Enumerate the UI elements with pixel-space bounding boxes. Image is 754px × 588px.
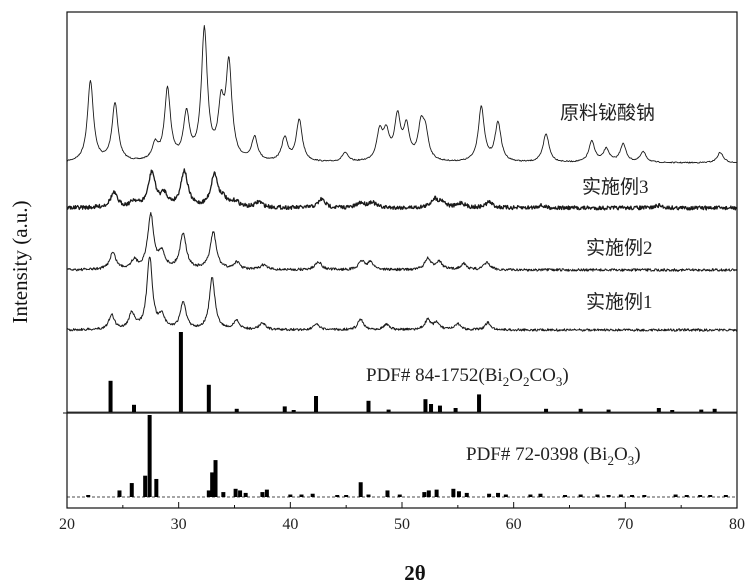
x-tick-label: 30 (171, 516, 187, 533)
stick-bi2o3 (221, 492, 225, 497)
stick-bi2o3 (708, 495, 712, 497)
reference-label-bi2o2co3: PDF# 84-1752(Bi2O2CO3) (366, 365, 569, 389)
y-axis-label: Intensity (a.u.) (8, 200, 32, 323)
stick-bi2o2co3 (423, 399, 427, 412)
stick-bi2o3 (685, 495, 689, 497)
x-tick-label: 40 (282, 516, 298, 533)
stick-bi2o3 (563, 495, 567, 497)
stick-bi2o2co3 (292, 410, 296, 412)
xrd-pattern-raw (67, 25, 737, 163)
stick-bi2o3 (422, 492, 426, 497)
stick-bi2o3 (311, 494, 315, 497)
stick-bi2o3 (238, 490, 242, 497)
series-label-example-3: 实施例3 (582, 176, 649, 198)
stick-bi2o3 (724, 495, 728, 497)
stick-bi2o2co3 (314, 396, 318, 412)
stick-bi2o3 (117, 490, 121, 497)
stick-bi2o3 (619, 495, 623, 497)
stick-bi2o3 (260, 492, 264, 497)
stick-bi2o3 (528, 495, 532, 497)
stick-bi2o2co3 (109, 381, 113, 412)
stick-bi2o2co3 (477, 394, 481, 412)
x-tick-label: 20 (59, 516, 75, 533)
stick-bi2o3 (234, 489, 238, 497)
stick-bi2o2co3 (283, 406, 287, 412)
stick-bi2o3 (367, 495, 371, 497)
stick-bi2o3 (288, 495, 292, 497)
stick-bi2o3 (630, 495, 634, 497)
stick-bi2o3 (496, 493, 500, 497)
stick-bi2o2co3 (207, 385, 211, 412)
stick-bi2o2co3 (670, 410, 674, 412)
stick-bi2o2co3 (179, 332, 183, 412)
stick-bi2o3 (595, 495, 599, 497)
stick-bi2o3 (398, 495, 402, 497)
stick-bi2o3 (427, 490, 431, 497)
stick-bi2o3 (435, 490, 439, 497)
stick-bi2o3 (607, 495, 611, 497)
stick-bi2o2co3 (699, 410, 703, 412)
stick-bi2o3 (385, 490, 389, 497)
stick-bi2o3 (214, 460, 218, 497)
stick-bi2o3 (265, 490, 269, 497)
stick-bi2o2co3 (544, 409, 548, 412)
series-label-example-2: 实施例2 (586, 237, 653, 259)
plot-area (63, 12, 737, 508)
stick-bi2o3 (335, 495, 339, 497)
stick-bi2o3 (359, 482, 363, 497)
series-label-example-1: 实施例1 (586, 291, 653, 313)
x-tick-label: 60 (506, 516, 522, 533)
stick-bi2o3 (642, 495, 646, 497)
stick-bi2o2co3 (454, 408, 458, 412)
stick-bi2o2co3 (235, 409, 239, 412)
stick-bi2o3 (538, 494, 542, 497)
stick-bi2o3 (143, 476, 147, 497)
stick-bi2o2co3 (387, 410, 391, 412)
stick-bi2o3 (130, 483, 134, 497)
x-axis-label: 2θ (404, 561, 426, 585)
stick-bi2o2co3 (607, 410, 611, 412)
stick-bi2o3 (86, 495, 90, 497)
stick-bi2o2co3 (367, 401, 371, 412)
stick-bi2o3 (487, 494, 491, 497)
stick-bi2o3 (698, 495, 702, 497)
stick-bi2o3 (154, 479, 158, 497)
stick-bi2o3 (300, 495, 304, 497)
series-label-raw-sodium-bismuthate: 原料铋酸钠 (560, 102, 655, 124)
stick-bi2o2co3 (579, 409, 583, 412)
stick-bi2o2co3 (713, 409, 717, 412)
stick-bi2o2co3 (438, 406, 442, 412)
stick-bi2o3 (674, 495, 678, 497)
stick-bi2o2co3 (657, 408, 661, 412)
stick-bi2o2co3 (429, 404, 433, 412)
stick-bi2o3 (504, 495, 508, 497)
x-tick-label: 70 (617, 516, 633, 533)
stick-bi2o3 (451, 489, 455, 497)
x-tick-label: 50 (394, 516, 410, 533)
stick-bi2o3 (244, 493, 248, 497)
x-tick-label: 80 (729, 516, 745, 533)
stick-bi2o3 (465, 493, 469, 497)
reference-label-bi2o3: PDF# 72-0398 (Bi2O3) (466, 444, 641, 468)
stick-bi2o3 (579, 495, 583, 497)
stick-bi2o3 (344, 495, 348, 497)
stick-bi2o3 (457, 491, 461, 497)
stick-bi2o3 (148, 415, 152, 497)
stick-bi2o2co3 (132, 405, 136, 412)
